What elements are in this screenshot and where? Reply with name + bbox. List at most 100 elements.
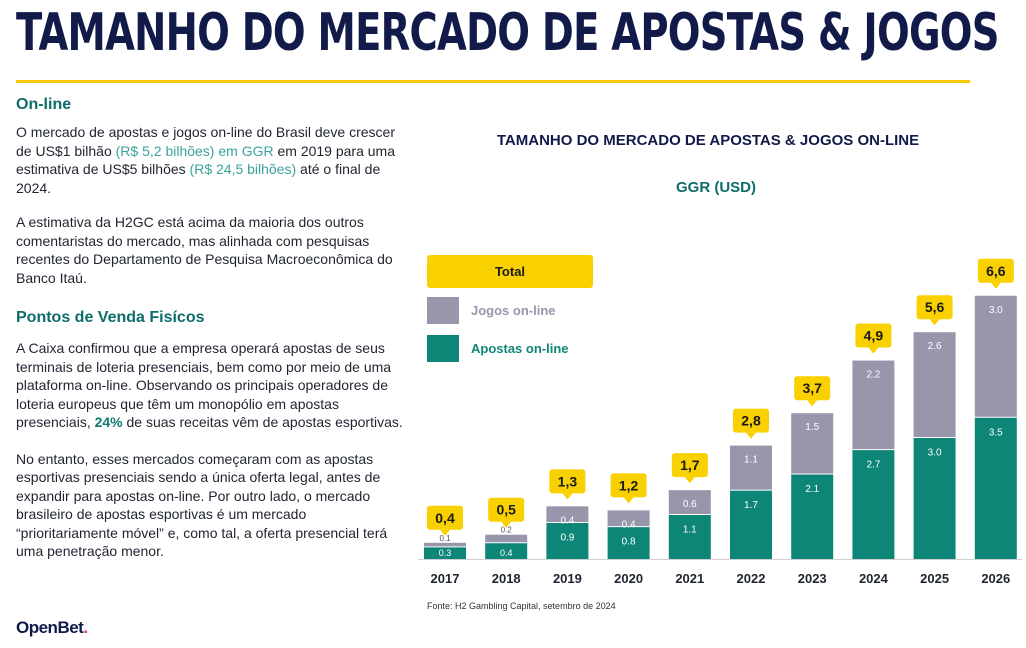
total-badge-2022 [733, 408, 769, 433]
physical-paragraph-2: No entanto, esses mercados começaram com… [16, 450, 388, 560]
chart-title: TAMANHO DO MERCADO DE APOSTAS & JOGOS ON… [496, 132, 920, 149]
label-jogos-2026: 3.0 [989, 305, 1003, 316]
legend-swatch-jogos [427, 297, 459, 324]
label-apostas-2021: 1.1 [683, 524, 697, 535]
label-jogos-2019: 0.4 [560, 515, 574, 526]
legend-total: Total [427, 255, 593, 288]
openbet-logo: OpenBet. [16, 618, 88, 638]
legend-label-jogos: Jogos on-line [471, 303, 556, 318]
total-label-2026: 6,6 [986, 263, 1006, 279]
label-jogos-2025: 2.6 [928, 341, 942, 352]
online-p1-c: até o final de 2024. [16, 161, 381, 196]
total-badge-pointer-2020 [623, 497, 634, 504]
legend-apostas: Apostas on-line [427, 335, 569, 362]
label-apostas-2022: 1.7 [744, 500, 758, 511]
total-badge-2024 [855, 323, 892, 348]
page-title: TAMANHO DO MERCADO DE APOSTAS & JOGOS [16, 3, 1000, 63]
bar-apostas-2026 [974, 417, 1017, 559]
label-apostas-2019: 0.9 [560, 533, 574, 544]
bar-jogos-2018 [485, 534, 528, 543]
total-label-2019: 1,3 [558, 473, 578, 489]
label-jogos-2021: 0.6 [683, 499, 697, 510]
total-badge-2020 [610, 473, 647, 498]
x-tick-2025: 2025 [920, 571, 949, 586]
physical-p1-b: de suas receitas vêm de apostas esportiv… [122, 414, 403, 430]
label-apostas-2018: 0.4 [500, 548, 513, 558]
physical-p1-a: A Caixa confirmou que a empresa operará … [16, 340, 392, 430]
bar-apostas-2025 [913, 437, 956, 559]
physical-paragraph-1: A Caixa confirmou que a empresa operará … [16, 339, 406, 432]
bar-apostas-2024 [852, 449, 895, 559]
bar-jogos-2026 [974, 295, 1017, 418]
bar-apostas-2019 [546, 522, 589, 559]
bar-jogos-2023 [791, 413, 834, 474]
physical-p1-highlight: 24% [94, 414, 123, 430]
x-tick-2026: 2026 [981, 571, 1010, 586]
x-tick-2021: 2021 [675, 571, 704, 586]
total-badge-pointer-2018 [501, 521, 512, 528]
total-badge-pointer-2017 [440, 529, 450, 536]
x-tick-2019: 2019 [553, 571, 582, 586]
bar-apostas-2021 [668, 514, 711, 559]
bar-jogos-2017 [424, 542, 466, 547]
label-apostas-2024: 2.7 [866, 460, 880, 471]
total-badge-pointer-2025 [929, 319, 940, 326]
label-jogos-2024: 2.2 [866, 370, 880, 381]
online-paragraph-1: O mercado de apostas e jogos on-line do … [16, 123, 406, 197]
total-badge-pointer-2019 [562, 493, 573, 500]
x-tick-2023: 2023 [798, 571, 827, 586]
label-jogos-2022: 1.1 [744, 455, 758, 466]
label-apostas-2017: 0.3 [439, 548, 452, 558]
total-label-2020: 1,2 [619, 477, 639, 493]
total-badge-2023 [794, 376, 831, 401]
bar-jogos-2020 [607, 510, 650, 527]
x-tick-2022: 2022 [737, 571, 766, 586]
bar-jogos-2024 [852, 360, 895, 450]
left-column: On-line O mercado de apostas e jogos on-… [16, 94, 406, 561]
bar-jogos-2019 [546, 506, 589, 523]
x-tick-2024: 2024 [859, 571, 889, 586]
bar-jogos-2021 [668, 490, 711, 515]
online-p1-highlight-2: (R$ 24,5 bilhões) [189, 161, 297, 177]
total-label-2021: 1,7 [680, 457, 700, 473]
total-label-2025: 5,6 [925, 299, 945, 315]
total-badge-2021 [671, 453, 708, 478]
online-heading: On-line [16, 96, 72, 113]
online-p1-a: O mercado de apostas e jogos on-line do … [16, 124, 395, 159]
total-label-2023: 3,7 [802, 380, 822, 396]
total-label-2017: 0,4 [435, 510, 455, 526]
total-label-2022: 2,8 [741, 413, 761, 429]
total-label-2024: 4,9 [864, 328, 884, 344]
total-badge-pointer-2021 [684, 477, 695, 484]
x-tick-2018: 2018 [492, 571, 521, 586]
total-badge-2026 [977, 258, 1014, 283]
bar-apostas-2020 [607, 526, 650, 559]
total-label-2018: 0,5 [496, 502, 516, 518]
total-badge-2025 [916, 295, 953, 320]
legend-jogos: Jogos on-line [427, 297, 556, 324]
title-underline [16, 80, 970, 83]
online-p1-b: em 2019 para uma estimativa de US$5 bilh… [16, 142, 395, 178]
label-apostas-2026: 3.5 [989, 427, 1003, 438]
bar-jogos-2022 [730, 445, 772, 491]
bar-apostas-2022 [730, 490, 772, 559]
total-badge-pointer-2024 [868, 347, 879, 354]
label-jogos-2018: 0.2 [501, 526, 513, 535]
logo-text: OpenBet [16, 618, 84, 637]
label-apostas-2020: 0.8 [622, 537, 636, 548]
online-p1-highlight-1: (R$ 5,2 bilhões) em GGR [115, 142, 274, 159]
source-note: Fonte: H2 Gambling Capital, setembro de … [427, 601, 616, 611]
label-jogos-2017: 0.1 [439, 534, 451, 543]
logo-dot: . [83, 618, 88, 637]
bar-apostas-2018 [485, 542, 528, 559]
total-badge-pointer-2022 [746, 432, 756, 439]
physical-heading: Pontos de Venda Fisícos [16, 309, 205, 326]
x-tick-2017: 2017 [431, 571, 460, 586]
label-jogos-2020: 0.4 [622, 519, 636, 530]
online-paragraph-2: A estimativa da H2GC está acima da maior… [16, 214, 393, 286]
total-badge-pointer-2026 [990, 282, 1001, 289]
chart-subtitle: GGR (USD) [676, 179, 756, 196]
x-tick-2020: 2020 [614, 571, 643, 586]
legend-swatch-apostas [427, 335, 459, 362]
